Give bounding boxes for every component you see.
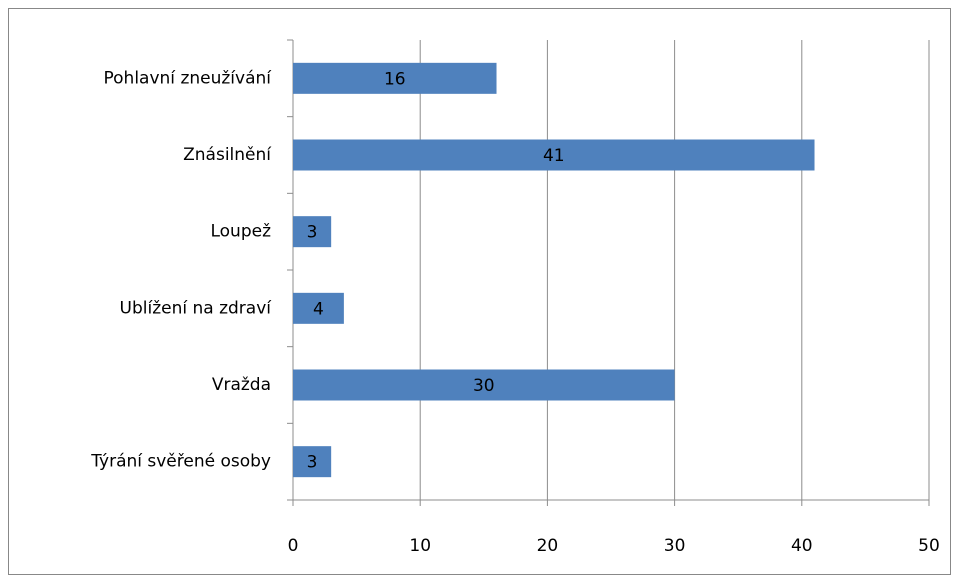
x-tick-label: 30 xyxy=(664,536,686,556)
y-tick-label: Pohlavní zneužívání xyxy=(104,68,273,88)
y-tick-label: Vražda xyxy=(212,375,271,395)
data-label: 16 xyxy=(384,69,406,89)
bar xyxy=(293,446,332,478)
x-tick-label: 20 xyxy=(537,536,559,556)
data-label: 4 xyxy=(313,299,324,319)
y-tick-label: Loupež xyxy=(210,222,271,242)
bar xyxy=(293,292,344,324)
y-tick-label: Týrání svěřené osoby xyxy=(90,452,271,472)
bar xyxy=(293,216,332,248)
y-tick-label: Znásilnění xyxy=(183,145,272,165)
x-tick-label: 40 xyxy=(791,536,813,556)
data-label: 30 xyxy=(473,376,495,396)
y-tick-label: Ublížení na zdraví xyxy=(120,298,273,318)
bar xyxy=(293,62,497,94)
data-label: 3 xyxy=(307,223,318,243)
bar xyxy=(293,369,675,401)
bar xyxy=(293,139,815,171)
x-tick-label: 10 xyxy=(409,536,431,556)
chart-frame xyxy=(8,8,951,575)
x-tick-label: 50 xyxy=(918,536,940,556)
x-tick-label: 0 xyxy=(288,536,299,556)
data-label: 3 xyxy=(307,453,318,473)
data-label: 41 xyxy=(543,146,565,166)
